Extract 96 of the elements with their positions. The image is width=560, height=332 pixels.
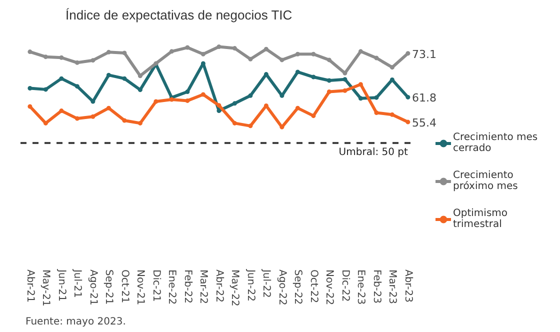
x-tick-label: Oct-21	[118, 270, 130, 304]
x-tick-label: Oct-22	[308, 270, 319, 304]
point	[43, 120, 48, 126]
point	[248, 93, 253, 98]
point	[374, 95, 379, 100]
x-tick-label: Feb-23	[370, 270, 382, 304]
point	[122, 50, 127, 56]
point	[342, 88, 348, 93]
x-tick-label: Jul-21	[72, 268, 83, 298]
point	[74, 116, 80, 121]
x-tick-label: Nov-21	[134, 270, 146, 306]
x-tick-label: Jul-22	[260, 268, 272, 298]
point	[311, 114, 316, 118]
source-note: Fuente: mayo 2023.	[26, 316, 126, 328]
point	[154, 99, 158, 104]
point	[326, 90, 332, 94]
point	[374, 56, 379, 60]
x-tick-label: Mar-23	[386, 270, 398, 304]
point	[185, 45, 190, 50]
point	[216, 108, 222, 114]
point	[232, 101, 237, 106]
point	[311, 74, 316, 80]
point	[106, 72, 111, 78]
point	[374, 110, 379, 115]
point	[138, 120, 142, 126]
point	[200, 92, 206, 97]
point	[280, 58, 284, 62]
x-tick-label: Jun-21	[56, 268, 67, 302]
x-tick-label: May-22	[229, 270, 240, 306]
x-tick-label: Dic-22	[339, 270, 350, 302]
point	[248, 56, 253, 62]
point	[200, 52, 206, 56]
point	[326, 58, 332, 62]
point	[28, 86, 32, 91]
data-label: 73.1	[412, 48, 436, 61]
point	[295, 106, 300, 110]
point	[390, 65, 394, 70]
point	[28, 104, 32, 109]
x-tick-label: Mar-22	[198, 270, 209, 304]
point	[28, 50, 32, 54]
point	[216, 44, 222, 49]
point	[122, 76, 127, 81]
point	[264, 46, 268, 52]
point	[169, 49, 174, 54]
x-tick-label: Ene-23	[355, 270, 366, 305]
point	[185, 90, 190, 94]
point	[342, 77, 348, 82]
x-tick-label: Abr-23	[402, 270, 414, 302]
x-tick-label: Abr-22	[213, 270, 224, 302]
point	[43, 54, 48, 60]
point	[358, 82, 363, 87]
x-tick-label: Ene-22	[166, 270, 178, 305]
legend-label: Optimismo trimestral	[453, 208, 508, 230]
point	[311, 52, 316, 56]
point	[232, 120, 237, 126]
point	[90, 58, 96, 63]
point	[74, 60, 80, 65]
point	[59, 108, 64, 114]
ref-line-label: Umbral: 50 pt	[338, 147, 408, 158]
point	[43, 87, 48, 92]
point	[90, 114, 96, 119]
data-label: 55.4	[412, 116, 436, 130]
point	[406, 94, 410, 100]
point	[106, 106, 111, 110]
x-tick-label: Ago-21	[87, 270, 98, 306]
point	[185, 98, 190, 103]
point	[59, 55, 64, 60]
x-tick-label: Nov-22	[324, 270, 335, 306]
point	[216, 103, 222, 108]
legend-label: Crecimiento próximo mes	[453, 170, 518, 192]
point	[248, 124, 253, 128]
point	[390, 112, 394, 117]
point	[59, 76, 64, 81]
point	[358, 96, 363, 101]
x-tick-label: Abr-21	[24, 270, 36, 302]
point	[138, 88, 142, 92]
x-tick-label: May-21	[40, 270, 52, 306]
legend-label: Crecimiento mes cerrado	[453, 132, 538, 154]
point	[406, 120, 410, 124]
point	[74, 84, 80, 89]
point	[106, 50, 111, 54]
point	[342, 70, 348, 76]
point	[122, 118, 127, 123]
x-tick-label: Dic-21	[150, 270, 162, 302]
x-tick-label: Sep-21	[103, 270, 114, 305]
x-tick-label: Feb-22	[182, 270, 193, 304]
x-tick-label: Jun-22	[244, 268, 256, 302]
point	[358, 49, 363, 54]
data-label: 61.8	[412, 92, 436, 105]
point	[295, 52, 300, 56]
point	[326, 78, 332, 83]
point	[295, 70, 300, 74]
chart-title: Índice de expectativas de negocios TIC	[66, 8, 292, 22]
point	[406, 51, 410, 56]
x-tick-label: Sep-22	[292, 270, 304, 305]
x-tick-label: Ago-22	[276, 270, 288, 306]
